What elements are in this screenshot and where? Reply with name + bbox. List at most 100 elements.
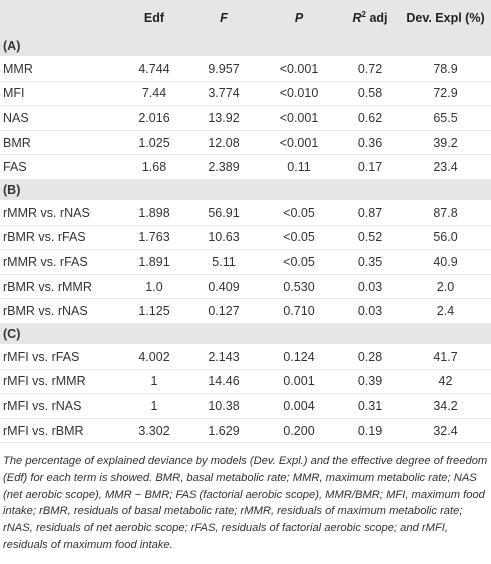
- row-value-cell: 65.5: [400, 105, 491, 131]
- row-term-cell: rMFI vs. rMMR: [0, 368, 118, 395]
- row-value-cell: 1.68: [118, 154, 190, 180]
- row-value-cell: <0.001: [258, 56, 340, 82]
- row-value-cell: 0.710: [258, 298, 340, 324]
- header-f: F: [190, 0, 258, 36]
- row-term-cell: FAS: [0, 154, 118, 180]
- row-value-cell: 0.19: [340, 417, 400, 444]
- row-value-cell: 0.409: [190, 273, 258, 300]
- row-value-cell: 1.025: [118, 129, 190, 156]
- table-row: rMFI vs. rBMR 3.302 1.629 0.200 0.19 32.4: [0, 417, 491, 444]
- row-term-cell: rBMR vs. rNAS: [0, 298, 118, 324]
- row-term-cell: rMMR vs. rNAS: [0, 199, 118, 226]
- row-value-cell: 0.62: [340, 105, 400, 131]
- row-value-cell: 13.92: [190, 105, 258, 131]
- header-dev-expl: Dev. Expl (%): [400, 0, 491, 36]
- row-value-cell: 2.016: [118, 105, 190, 131]
- table-row: BMR 1.025 12.08 <0.001 0.36 39.2: [0, 129, 491, 156]
- table-row: MFI 7.44 3.774 <0.010 0.58 72.9: [0, 80, 491, 107]
- header-edf: Edf: [118, 0, 190, 36]
- row-value-cell: 41.7: [400, 343, 491, 370]
- row-value-cell: 0.87: [340, 199, 400, 226]
- header-r2-adj: R2 adj: [340, 0, 400, 36]
- section-header-row: (A): [0, 36, 491, 57]
- row-term-cell: rBMR vs. rFAS: [0, 224, 118, 251]
- table-row: rBMR vs. rFAS 1.763 10.63 <0.05 0.52 56.0: [0, 224, 491, 251]
- table-header-row: Edf F P R2 adj Dev. Expl (%): [0, 0, 491, 36]
- row-term-cell: MFI: [0, 80, 118, 107]
- row-value-cell: 0.58: [340, 80, 400, 107]
- row-value-cell: 2.0: [400, 273, 491, 300]
- statistics-table: Edf F P R2 adj Dev. Expl (%) (A) MMR 4.744…: [0, 0, 491, 444]
- section-header-row: (C): [0, 323, 491, 345]
- row-value-cell: 0.124: [258, 343, 340, 370]
- row-value-cell: 34.2: [400, 393, 491, 419]
- row-value-cell: 1.898: [118, 199, 190, 226]
- row-value-cell: 1.891: [118, 249, 190, 275]
- section-label: (C): [0, 323, 491, 345]
- row-value-cell: 42: [400, 368, 491, 395]
- row-value-cell: 4.002: [118, 343, 190, 370]
- row-value-cell: 2.143: [190, 343, 258, 370]
- row-value-cell: 0.127: [190, 298, 258, 324]
- table-row: rMMR vs. rNAS 1.898 56.91 <0.05 0.87 87.8: [0, 199, 491, 226]
- row-value-cell: 1.763: [118, 224, 190, 251]
- row-value-cell: 0.03: [340, 298, 400, 324]
- table-row: rBMR vs. rNAS 1.125 0.127 0.710 0.03 2.4: [0, 298, 491, 324]
- row-value-cell: 14.46: [190, 368, 258, 395]
- table-row: MMR 4.744 9.957 <0.001 0.72 78.9: [0, 56, 491, 82]
- row-value-cell: 0.200: [258, 417, 340, 444]
- row-value-cell: 3.774: [190, 80, 258, 107]
- row-value-cell: 1.0: [118, 273, 190, 300]
- row-value-cell: 0.39: [340, 368, 400, 395]
- row-value-cell: 32.4: [400, 417, 491, 444]
- row-value-cell: 0.28: [340, 343, 400, 370]
- table-row: rMMR vs. rFAS 1.891 5.11 <0.05 0.35 40.9: [0, 249, 491, 275]
- row-value-cell: 12.08: [190, 129, 258, 156]
- row-value-cell: 10.63: [190, 224, 258, 251]
- table-row: NAS 2.016 13.92 <0.001 0.62 65.5: [0, 105, 491, 131]
- row-value-cell: <0.05: [258, 224, 340, 251]
- header-p: P: [258, 0, 340, 36]
- row-value-cell: 0.11: [258, 154, 340, 180]
- row-value-cell: 3.302: [118, 417, 190, 444]
- row-value-cell: 4.744: [118, 56, 190, 82]
- row-value-cell: 0.004: [258, 393, 340, 419]
- table-row: FAS 1.68 2.389 0.11 0.17 23.4: [0, 154, 491, 180]
- row-term-cell: rMFI vs. rFAS: [0, 343, 118, 370]
- row-value-cell: <0.001: [258, 129, 340, 156]
- row-term-cell: NAS: [0, 105, 118, 131]
- row-value-cell: 0.52: [340, 224, 400, 251]
- row-value-cell: 23.4: [400, 154, 491, 180]
- section-label: (A): [0, 36, 491, 57]
- row-term-cell: rMMR vs. rFAS: [0, 249, 118, 275]
- table-row: rMFI vs. rMMR 1 14.46 0.001 0.39 42: [0, 368, 491, 395]
- row-value-cell: 2.4: [400, 298, 491, 324]
- row-value-cell: 78.9: [400, 56, 491, 82]
- header-r-adj: adj: [365, 11, 388, 26]
- row-value-cell: 56.91: [190, 199, 258, 226]
- row-value-cell: 1.629: [190, 417, 258, 444]
- row-value-cell: <0.010: [258, 80, 340, 107]
- header-r-superscript: 2: [361, 10, 366, 20]
- table-row: rMFI vs. rNAS 1 10.38 0.004 0.31 34.2: [0, 393, 491, 419]
- row-value-cell: 56.0: [400, 224, 491, 251]
- row-value-cell: 39.2: [400, 129, 491, 156]
- row-value-cell: 9.957: [190, 56, 258, 82]
- row-value-cell: 5.11: [190, 249, 258, 275]
- row-term-cell: rMFI vs. rBMR: [0, 417, 118, 444]
- row-value-cell: 1: [118, 393, 190, 419]
- header-r-letter: R: [352, 11, 362, 26]
- row-value-cell: 0.31: [340, 393, 400, 419]
- row-term-cell: rMFI vs. rNAS: [0, 393, 118, 419]
- row-value-cell: 0.36: [340, 129, 400, 156]
- section-header-row: (B): [0, 179, 491, 201]
- row-value-cell: 0.03: [340, 273, 400, 300]
- row-value-cell: 40.9: [400, 249, 491, 275]
- row-term-cell: MMR: [0, 56, 118, 82]
- row-value-cell: 10.38: [190, 393, 258, 419]
- row-value-cell: 1.125: [118, 298, 190, 324]
- row-value-cell: <0.001: [258, 105, 340, 131]
- row-value-cell: 2.389: [190, 154, 258, 180]
- row-term-cell: BMR: [0, 129, 118, 156]
